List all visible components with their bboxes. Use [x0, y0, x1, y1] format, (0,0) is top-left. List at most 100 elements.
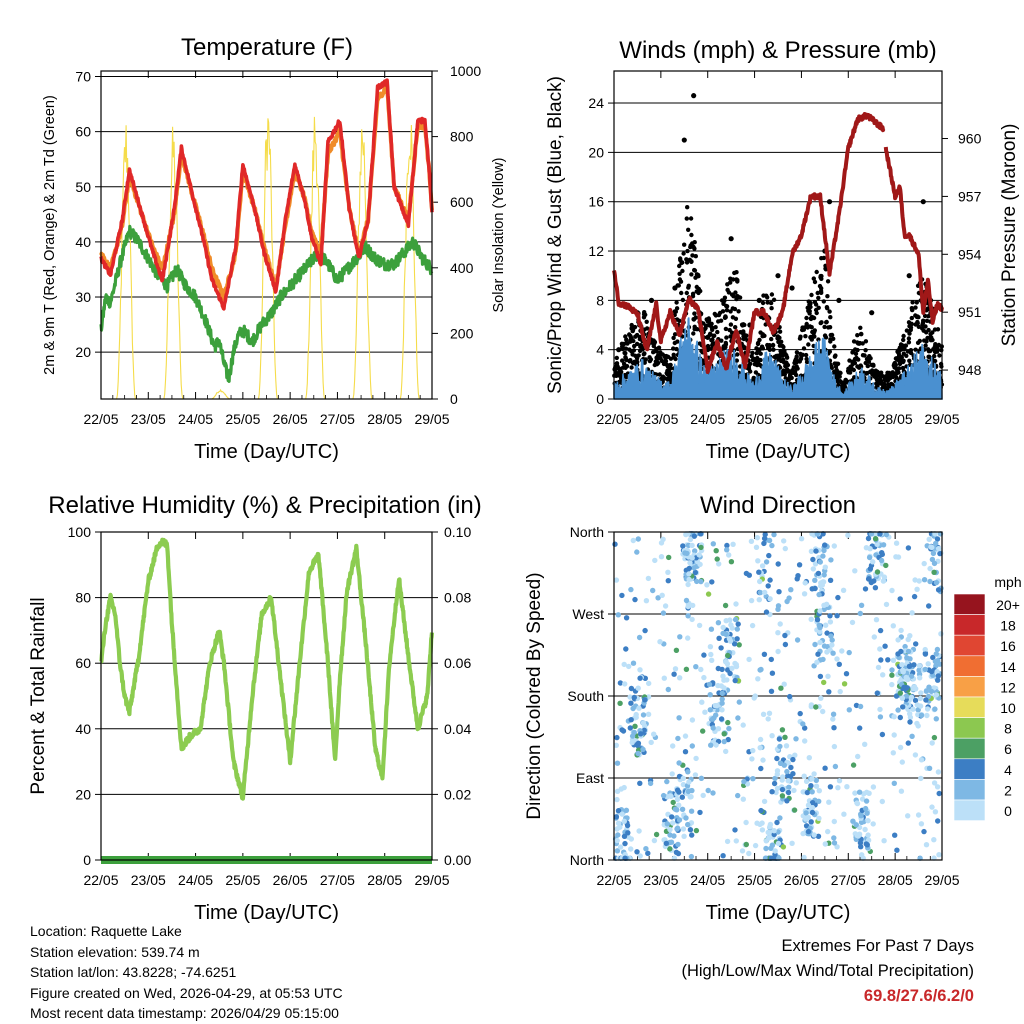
- direction-point: [927, 565, 933, 572]
- gust-point: [809, 292, 814, 298]
- gust-point: [634, 333, 639, 338]
- gust-point: [769, 336, 774, 342]
- direction-point: [735, 621, 741, 627]
- direction-point: [628, 717, 634, 723]
- direction-point: [900, 669, 906, 675]
- direction-point: [721, 738, 727, 745]
- gust-point: [901, 369, 907, 374]
- direction-point: [733, 838, 739, 844]
- gust-point: [821, 299, 826, 304]
- gust-point: [731, 294, 736, 299]
- y2-tick-label: 951: [958, 304, 982, 320]
- gust-point: [754, 346, 759, 351]
- gust-point: [935, 327, 941, 332]
- direction-point: [898, 627, 904, 634]
- direction-point: [613, 577, 620, 583]
- x-tick-label: 26/05: [273, 872, 308, 888]
- direction-point: [933, 692, 940, 698]
- gust-point: [816, 295, 821, 301]
- direction-point: [891, 780, 897, 786]
- gust-point: [689, 232, 694, 238]
- gust-point: [871, 362, 876, 367]
- direction-point: [821, 679, 827, 686]
- direction-point: [676, 817, 683, 823]
- gust-point: [732, 270, 737, 276]
- direction-point: [772, 775, 778, 782]
- x-axis-label: Time (Day/UTC): [194, 441, 339, 463]
- gust-point: [913, 313, 918, 318]
- x-tick-label: 26/05: [784, 872, 819, 888]
- direction-point: [815, 651, 821, 657]
- direction-point: [853, 702, 860, 709]
- direction-point: [777, 743, 783, 750]
- gust-point: [684, 260, 690, 265]
- y2-tick-label: 948: [958, 362, 982, 378]
- direction-point: [619, 592, 625, 599]
- direction-point: [643, 846, 649, 852]
- direction-point: [864, 842, 870, 848]
- direction-point: [706, 681, 713, 688]
- direction-point: [907, 719, 913, 725]
- gust-point: [930, 330, 935, 335]
- colorbar-label: 8: [1004, 721, 1012, 737]
- y2-tick-label: 1000: [450, 63, 481, 79]
- direction-point: [829, 642, 835, 648]
- direction-point: [658, 554, 665, 560]
- direction-point: [831, 725, 837, 731]
- gust-point: [805, 305, 810, 310]
- gust-point: [814, 310, 819, 316]
- direction-point: [705, 787, 711, 794]
- direction-point: [775, 630, 781, 636]
- direction-point: [675, 735, 681, 742]
- gust-point: [733, 325, 738, 330]
- gust-point: [799, 353, 804, 359]
- y-axis-label: Direction (Colored By Speed): [524, 572, 545, 819]
- direction-point: [863, 798, 870, 804]
- direction-point: [830, 711, 837, 717]
- y2-tick-label: 0.00: [444, 852, 471, 868]
- direction-point: [667, 826, 673, 833]
- gust-point: [672, 332, 678, 337]
- gust-point: [833, 364, 839, 369]
- y-tick-label: 24: [588, 95, 604, 111]
- direction-point: [879, 798, 885, 805]
- direction-point: [934, 668, 940, 675]
- y-tick-label: 50: [75, 179, 91, 195]
- gust-point: [668, 356, 674, 361]
- humidity-chart: Relative Humidity (%) & Precipitation (i…: [28, 492, 482, 924]
- direction-point: [774, 771, 780, 777]
- direction-point: [924, 712, 930, 719]
- colorbar-swatch: [953, 655, 986, 677]
- gust-point: [908, 325, 914, 330]
- direction-point: [736, 699, 742, 705]
- direction-point: [710, 725, 716, 731]
- direction-point: [801, 854, 807, 861]
- gust-point: [705, 343, 711, 349]
- direction-point: [687, 560, 693, 566]
- gust-point: [825, 279, 831, 284]
- direction-point: [820, 553, 826, 559]
- direction-point: [778, 685, 784, 691]
- direction-point: [758, 807, 764, 814]
- gust-point: [768, 300, 774, 306]
- y-tick-label: 0: [83, 852, 91, 868]
- direction-point: [645, 711, 652, 717]
- direction-point: [630, 537, 636, 544]
- gust-point: [671, 335, 676, 341]
- gust-point: [690, 253, 695, 258]
- gust-point: [716, 312, 722, 318]
- direction-point: [677, 675, 683, 681]
- direction-point: [921, 560, 927, 567]
- gust-point: [640, 347, 645, 352]
- gust-point: [724, 308, 730, 313]
- direction-point: [730, 541, 736, 547]
- direction-point: [895, 707, 901, 713]
- gust-point: [924, 330, 929, 335]
- gust-point: [864, 356, 870, 362]
- direction-point: [707, 644, 714, 650]
- direction-point: [827, 577, 834, 583]
- direction-point: [724, 838, 731, 845]
- direction-point: [786, 595, 792, 601]
- gust-point: [692, 324, 697, 329]
- gust-point: [804, 315, 809, 321]
